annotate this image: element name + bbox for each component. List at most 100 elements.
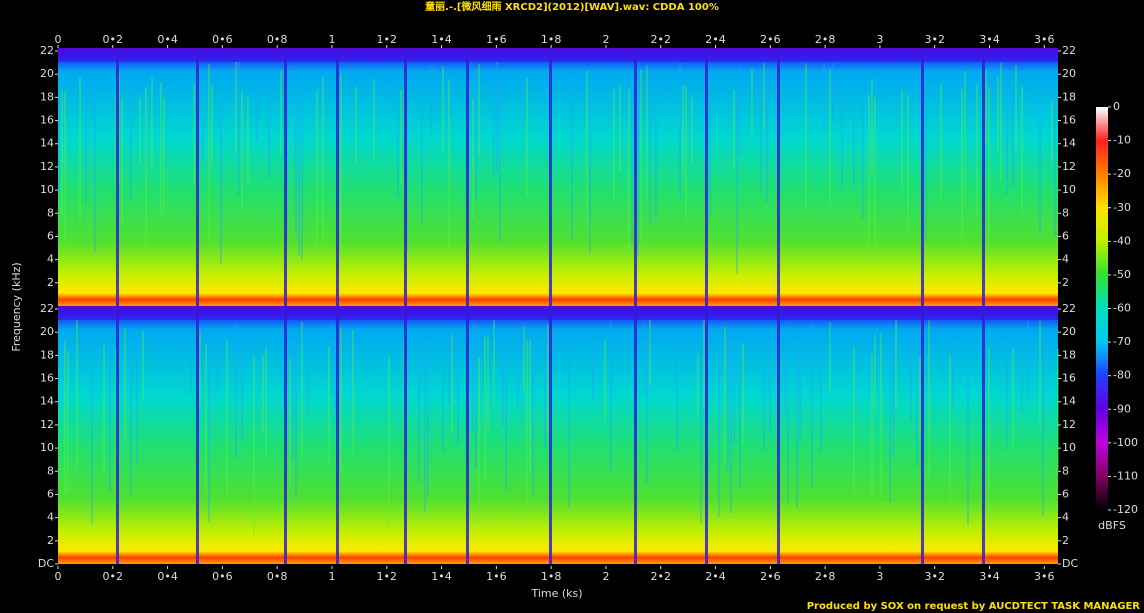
texture: [841, 91, 843, 190]
texture: [163, 97, 165, 213]
colorbar-tick-label: -10: [1113, 134, 1131, 147]
texture: [478, 64, 480, 157]
y-tick-label: 2: [1062, 276, 1069, 289]
y-tick-label: 16: [40, 372, 54, 385]
texture: [916, 328, 918, 466]
colorbar: [1096, 107, 1108, 510]
texture: [484, 335, 486, 480]
texture: [763, 63, 765, 129]
texture: [202, 93, 204, 164]
texture: [733, 355, 735, 445]
track-gap: [336, 306, 339, 564]
texture: [301, 96, 303, 260]
texture: [1012, 94, 1014, 188]
texture: [352, 330, 354, 456]
texture: [265, 346, 267, 458]
y-tick-label: 4: [47, 253, 54, 266]
texture: [295, 340, 297, 499]
y-tick-label: 2: [1062, 534, 1069, 547]
texture: [949, 354, 951, 503]
texture: [940, 83, 942, 199]
texture: [433, 64, 435, 126]
texture: [628, 88, 630, 254]
y-tick-label: 12: [1062, 418, 1076, 431]
texture: [340, 328, 342, 475]
track-gap: [116, 48, 119, 306]
x-tick-label: 1•8: [541, 33, 562, 46]
texture: [199, 329, 201, 407]
x-tick-label: 2•4: [705, 33, 726, 46]
spectrogram: [58, 48, 1058, 306]
texture: [529, 339, 531, 476]
texture: [235, 61, 237, 152]
texture: [919, 356, 921, 436]
texture: [289, 358, 291, 484]
texture: [217, 326, 219, 391]
y-tick-label: 6: [47, 229, 54, 242]
texture: [718, 352, 720, 517]
x-tick-label: 0•8: [267, 570, 288, 583]
texture: [220, 97, 222, 265]
texture: [871, 354, 873, 502]
texture: [643, 322, 645, 395]
texture: [373, 78, 375, 159]
track-gap: [466, 48, 469, 306]
texture: [478, 357, 480, 525]
texture: [472, 323, 474, 433]
texture: [262, 354, 264, 434]
track-gap: [404, 306, 407, 564]
texture: [703, 319, 705, 406]
texture: [901, 89, 903, 189]
top-band: [58, 306, 1058, 320]
colorbar-tick-label: -90: [1113, 402, 1131, 415]
texture: [799, 337, 801, 441]
texture: [613, 88, 615, 201]
track-gap: [466, 306, 469, 564]
y-tick-label: 22: [1062, 44, 1076, 57]
texture: [571, 74, 573, 241]
texture: [241, 90, 243, 210]
x-tick-label: 0•4: [157, 570, 178, 583]
y-tick-label: 20: [1062, 325, 1076, 338]
texture: [640, 69, 642, 244]
y-tick-label: DC: [1062, 557, 1078, 570]
texture: [853, 346, 855, 497]
texture: [874, 333, 876, 411]
texture: [421, 91, 423, 224]
texture: [424, 341, 426, 513]
texture: [103, 344, 105, 473]
track-gap: [921, 306, 924, 564]
colorbar-tick-label: -120: [1113, 503, 1138, 516]
texture: [334, 339, 336, 414]
texture: [151, 77, 153, 172]
x-tick-label: 0: [55, 570, 62, 583]
texture: [121, 98, 123, 226]
texture: [868, 95, 870, 253]
texture: [301, 321, 303, 458]
texture: [610, 319, 612, 473]
texture: [1006, 86, 1008, 195]
x-tick-label: 2: [602, 570, 609, 583]
texture: [586, 70, 588, 227]
y-tick-label: 4: [1062, 511, 1069, 524]
texture: [388, 357, 390, 529]
texture: [649, 319, 651, 385]
texture: [235, 323, 237, 458]
texture: [211, 86, 213, 164]
y-tick-label: 12: [1062, 160, 1076, 173]
texture: [766, 86, 768, 203]
texture: [226, 339, 228, 501]
texture: [685, 85, 687, 222]
texture: [532, 355, 534, 497]
y-tick-label: DC: [38, 557, 54, 570]
x-tick-label: 2•4: [705, 570, 726, 583]
x-tick-label: 1•8: [541, 570, 562, 583]
texture: [895, 319, 897, 407]
texture: [247, 96, 249, 185]
texture: [727, 330, 729, 471]
y-tick-label: 14: [40, 137, 54, 150]
texture: [238, 61, 240, 196]
y-tick-label: 8: [47, 464, 54, 477]
texture: [544, 334, 546, 448]
y-tick-label: 8: [47, 206, 54, 219]
